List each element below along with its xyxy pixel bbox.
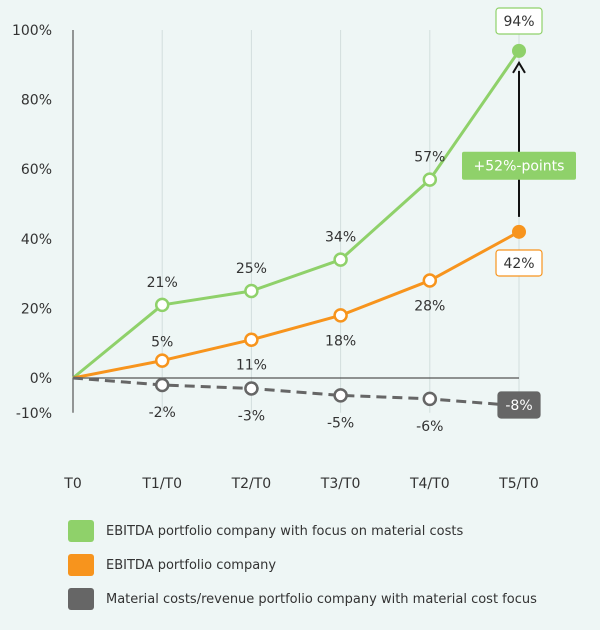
x-tick-label: T5/T0 xyxy=(498,476,539,492)
y-tick-label: -10% xyxy=(16,406,52,422)
marker-grey xyxy=(333,388,348,403)
data-label-green: 25% xyxy=(236,261,267,277)
data-label-green: 57% xyxy=(414,150,445,166)
data-label-grey: -5% xyxy=(327,415,354,431)
y-tick-label: 60% xyxy=(21,162,52,178)
legend-item-grey: Material costs/revenue portfolio company… xyxy=(68,588,537,610)
x-tick-label: T4/T0 xyxy=(409,476,450,492)
x-tick-label: T1/T0 xyxy=(141,476,182,492)
annotation-label: +52%-points xyxy=(474,159,565,175)
y-tick-label: 100% xyxy=(12,23,52,39)
data-label-grey: -2% xyxy=(149,405,176,421)
marker-orange xyxy=(244,332,259,347)
marker-orange xyxy=(154,353,170,368)
annotation-box xyxy=(462,151,576,180)
marker-green xyxy=(154,297,170,313)
data-label-green: 94% xyxy=(503,14,534,30)
marker-green xyxy=(333,252,348,267)
y-tick-label: 40% xyxy=(21,232,52,248)
x-tick-label: T2/T0 xyxy=(231,476,272,492)
y-tick-label: 80% xyxy=(21,93,52,109)
data-label-orange: 28% xyxy=(414,299,445,315)
data-label-orange: 11% xyxy=(236,358,267,374)
legend-label-grey: Material costs/revenue portfolio company… xyxy=(106,591,537,607)
data-label-orange-box xyxy=(495,249,543,277)
y-tick-label: 20% xyxy=(21,301,52,317)
series-line-green xyxy=(72,50,521,380)
chart-legend: EBITDA portfolio company with focus on m… xyxy=(68,520,537,622)
marker-grey xyxy=(422,391,438,407)
marker-green xyxy=(422,172,438,187)
data-label-green-box xyxy=(495,7,543,35)
data-label-grey: -8% xyxy=(505,398,532,414)
series-line-grey xyxy=(72,376,520,408)
marker-orange xyxy=(333,308,348,323)
legend-swatch-green xyxy=(68,520,94,542)
legend-swatch-grey xyxy=(68,588,94,610)
data-label-green: 34% xyxy=(325,230,356,246)
y-tick-label: 0% xyxy=(30,371,52,387)
data-label-green: 21% xyxy=(147,275,178,291)
legend-item-orange: EBITDA portfolio company xyxy=(68,554,537,576)
marker-orange xyxy=(512,224,526,239)
legend-label-orange: EBITDA portfolio company xyxy=(106,557,277,573)
x-tick-label: T3/T0 xyxy=(320,476,361,492)
data-label-orange: 5% xyxy=(151,335,173,351)
marker-grey xyxy=(154,377,170,393)
legend-label-green: EBITDA portfolio company with focus on m… xyxy=(106,523,464,539)
annotation-arrowhead xyxy=(512,60,526,74)
x-tick-label: T0 xyxy=(63,476,81,492)
marker-orange xyxy=(422,273,438,288)
marker-green xyxy=(512,43,526,58)
marker-green xyxy=(244,283,259,299)
data-label-grey-box xyxy=(497,391,541,419)
data-label-grey: -3% xyxy=(238,408,265,424)
data-label-orange: 42% xyxy=(503,256,534,272)
legend-item-green: EBITDA portfolio company with focus on m… xyxy=(68,520,537,542)
series-line-orange xyxy=(72,230,520,380)
legend-swatch-orange xyxy=(68,554,94,576)
data-label-orange: 18% xyxy=(325,333,356,349)
data-label-grey: -6% xyxy=(416,419,443,435)
line-chart: 100% 80% 60% 40% 20% 0% -10% T0 T1/T0 T2/T0 T3/T0 T… xyxy=(12,7,576,492)
marker-grey xyxy=(244,381,259,396)
